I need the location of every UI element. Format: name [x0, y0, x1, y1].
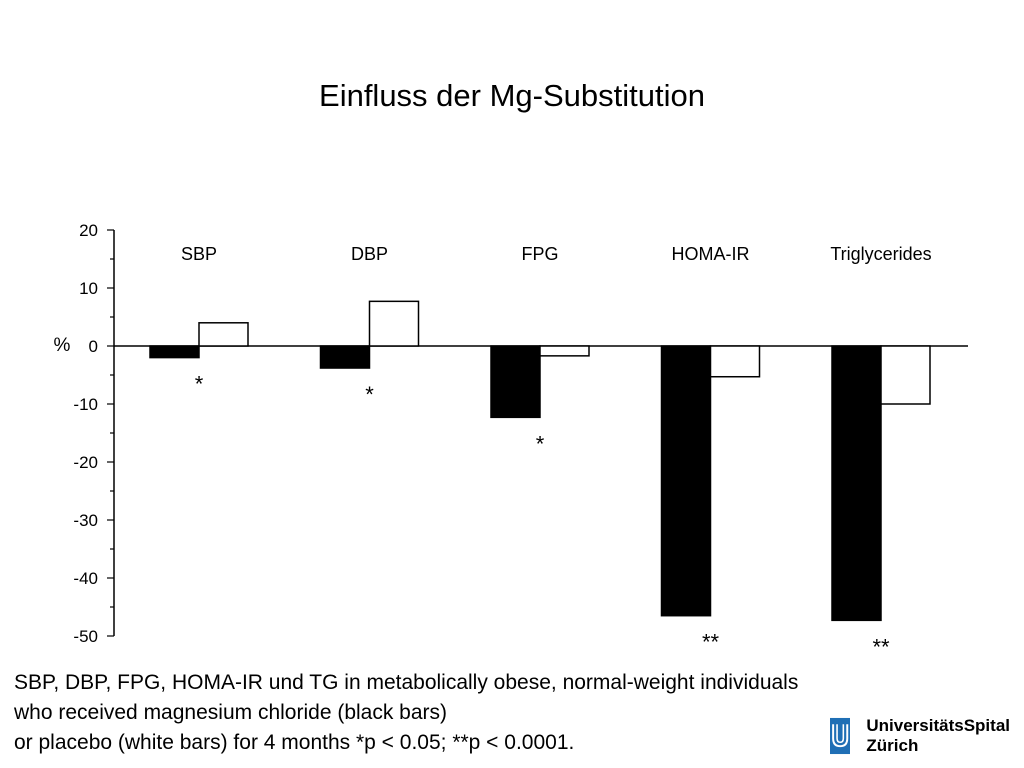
chart-title: Einfluss der Mg-Substitution — [319, 78, 705, 113]
category-label: Triglycerides — [830, 244, 931, 264]
logo-text-line1: UniversitätsSpital — [866, 716, 1010, 735]
bar-magnesium — [490, 345, 541, 419]
significance-marker: * — [365, 382, 374, 407]
figure-caption: SBP, DBP, FPG, HOMA-IR und TG in metabol… — [14, 668, 994, 758]
category-label: HOMA-IR — [672, 244, 750, 264]
bar-magnesium — [660, 345, 712, 617]
usz-logo-icon — [830, 717, 851, 755]
category-label: SBP — [181, 244, 217, 264]
bar-chart: 20 10 0 -10 -20 -30 -40 -50% SBP * DBP * FPG * HOMA-IR… — [54, 221, 968, 659]
y-tick-label: -20 — [73, 453, 98, 472]
caption-line: who received magnesium chloride (black b… — [14, 701, 448, 724]
bar-placebo — [539, 345, 590, 357]
category-label: DBP — [351, 244, 388, 264]
universitaetsspital-logo: UniversitätsSpital Zürich — [830, 712, 1010, 760]
significance-marker: ** — [702, 630, 720, 655]
significance-marker: * — [195, 372, 204, 397]
caption-line: or placebo (white bars) for 4 months *p … — [14, 731, 575, 754]
bar-magnesium — [319, 345, 371, 369]
y-tick-label: -30 — [73, 511, 98, 530]
category-label: FPG — [521, 244, 558, 264]
significance-marker: ** — [872, 634, 890, 659]
y-tick-label: 10 — [79, 279, 98, 298]
y-tick-label: 20 — [79, 221, 98, 240]
bar-placebo — [880, 345, 931, 405]
y-tick-label: 0 — [89, 337, 98, 356]
logo-text-line2: Zürich — [866, 736, 919, 755]
y-tick-label: -40 — [73, 569, 98, 588]
y-tick-label: -50 — [73, 627, 98, 646]
bar-magnesium — [831, 345, 882, 622]
y-tick-label: -10 — [73, 395, 98, 414]
caption-line: SBP, DBP, FPG, HOMA-IR und TG in metabol… — [14, 671, 799, 694]
significance-marker: * — [536, 431, 545, 456]
bar-magnesium — [149, 345, 200, 359]
bar-placebo — [368, 300, 420, 347]
bar-placebo — [709, 345, 761, 378]
bar-placebo — [198, 322, 249, 347]
y-axis-label: % — [54, 335, 71, 356]
